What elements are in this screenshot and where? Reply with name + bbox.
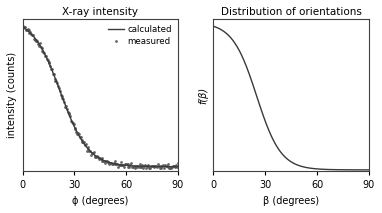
calculated — [113, 163, 117, 165]
Y-axis label: intensity (counts): intensity (counts) — [7, 52, 17, 138]
Legend: calculated, measured: calculated, measured — [107, 23, 174, 47]
measured — [39, 46, 43, 48]
calculated — [176, 165, 180, 168]
calculated — [94, 155, 99, 158]
measured — [23, 25, 28, 28]
calculated — [20, 26, 25, 28]
Title: X-ray intensity: X-ray intensity — [62, 7, 138, 17]
measured — [144, 167, 148, 170]
calculated — [147, 165, 152, 168]
calculated — [95, 156, 100, 158]
Line: calculated: calculated — [23, 27, 178, 167]
measured — [79, 138, 84, 141]
Title: Distribution of orientations: Distribution of orientations — [221, 7, 362, 17]
X-axis label: ϕ (degrees): ϕ (degrees) — [72, 196, 128, 206]
measured — [20, 25, 25, 27]
calculated — [104, 160, 109, 163]
measured — [176, 162, 180, 164]
measured — [171, 165, 176, 168]
measured — [159, 167, 164, 169]
measured — [52, 78, 57, 81]
X-axis label: β (degrees): β (degrees) — [263, 196, 319, 206]
Y-axis label: f(β): f(β) — [198, 87, 208, 104]
calculated — [172, 165, 176, 168]
Line: measured: measured — [21, 25, 179, 170]
